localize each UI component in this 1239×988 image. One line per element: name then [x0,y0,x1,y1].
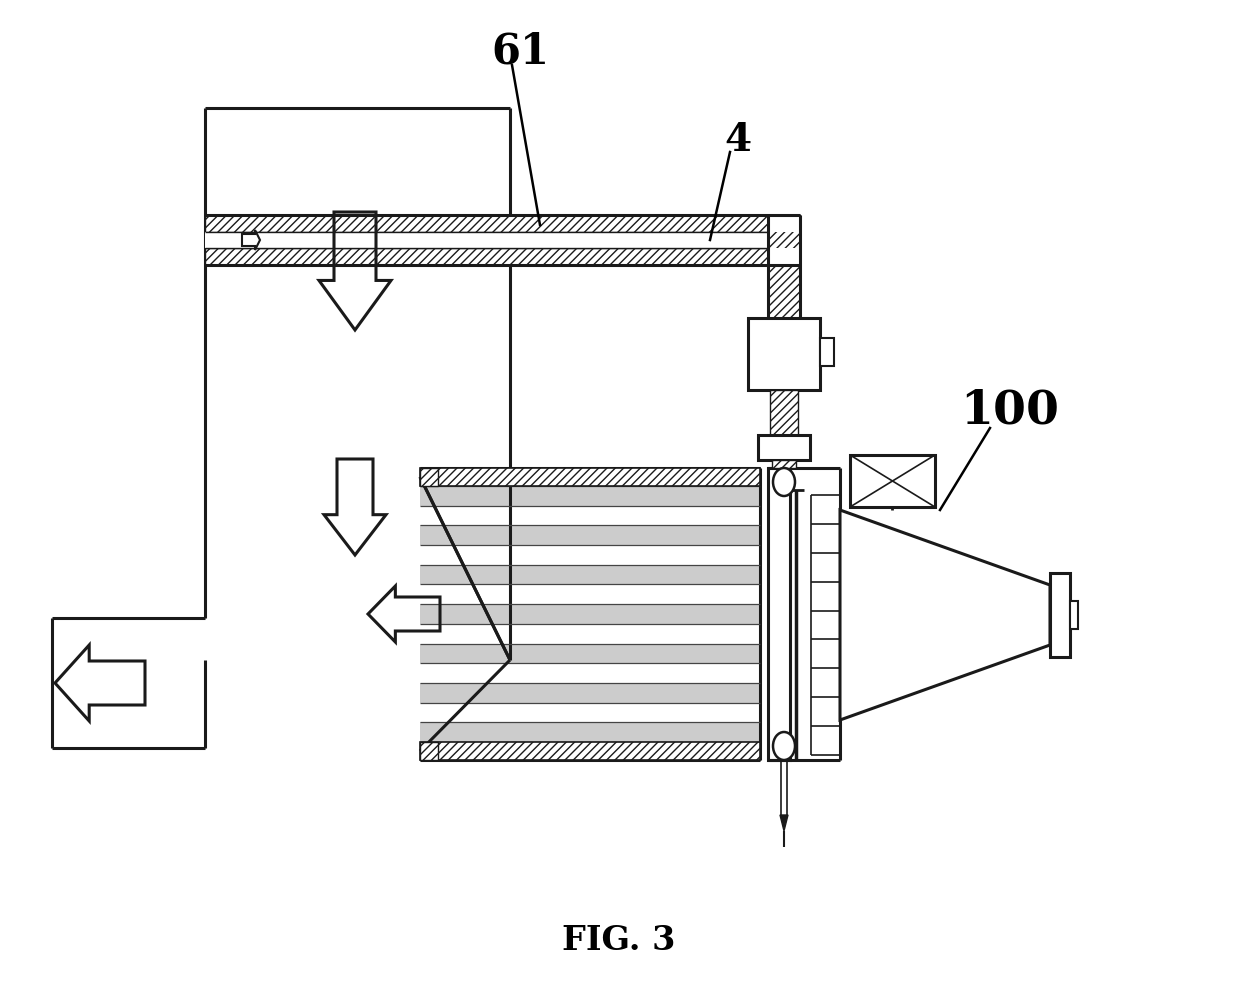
Bar [748,318,820,390]
Bar [420,526,760,545]
Ellipse shape [773,468,795,496]
Text: 61: 61 [491,31,549,73]
Bar [820,338,834,366]
Bar [420,604,760,623]
Bar [420,742,439,760]
Bar [420,742,760,760]
Bar [420,468,760,486]
Bar [420,722,760,742]
Bar [420,486,760,506]
Bar [204,215,800,232]
Ellipse shape [773,732,795,760]
Bar [769,390,798,435]
Bar [768,215,800,232]
Bar [772,460,795,468]
Bar [1070,601,1078,629]
Bar [204,248,800,265]
Bar [204,232,800,248]
Text: 4: 4 [725,121,752,159]
Bar [1049,573,1070,657]
Polygon shape [840,510,1049,720]
Bar [768,468,790,760]
Bar [420,565,760,585]
Bar [768,215,800,318]
Bar [420,468,439,486]
Bar [850,455,935,507]
Polygon shape [781,815,788,831]
Bar [758,435,810,460]
Bar [768,248,800,265]
Text: 100: 100 [960,387,1059,433]
Bar [420,643,760,663]
Bar [420,683,760,702]
Text: FIG. 3: FIG. 3 [563,924,675,956]
